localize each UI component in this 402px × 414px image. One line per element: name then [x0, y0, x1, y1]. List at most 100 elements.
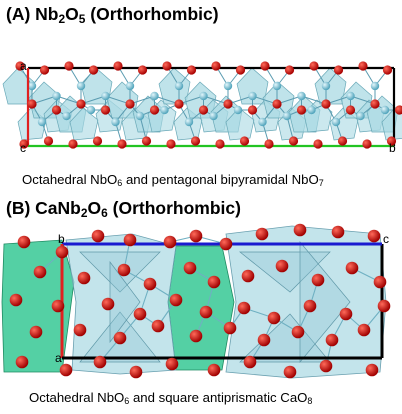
- oxygen-atom: [325, 333, 339, 347]
- niobium-atom: [209, 111, 218, 121]
- oxygen-atom: [283, 365, 297, 379]
- panel-b-formula: CaNb2O6: [35, 198, 108, 220]
- oxygen-atom: [174, 99, 184, 109]
- oxygen-atom: [143, 277, 157, 291]
- oxygen-atom: [43, 136, 54, 146]
- oxygen-atom: [309, 61, 319, 71]
- oxygen-atom: [15, 355, 29, 369]
- panel-a-formula: Nb2O5: [35, 4, 86, 26]
- niobium-atom: [233, 105, 243, 115]
- cao8-antiprism: [167, 245, 235, 371]
- niobium-atom: [356, 111, 365, 121]
- oxygen-atom: [291, 325, 305, 339]
- oxygen-atom: [33, 265, 47, 279]
- niobium-atom: [272, 81, 282, 91]
- oxygen-atom: [91, 229, 105, 243]
- panel-b-letter: (B): [6, 198, 31, 218]
- oxygen-atom: [68, 139, 78, 149]
- niobium-atom: [101, 91, 110, 101]
- oxygen-atom: [19, 139, 29, 149]
- nbo-polyhedra: [2, 67, 402, 141]
- axis-label-b: b: [389, 141, 396, 155]
- oxygen-atom: [73, 323, 87, 337]
- niobium-atom: [27, 81, 37, 91]
- oxygen-atom: [272, 99, 282, 109]
- oxygen-atom: [93, 355, 107, 369]
- niobium-atom: [321, 81, 331, 91]
- oxygen-atom: [29, 325, 43, 339]
- oxygen-atom: [190, 136, 201, 146]
- axis-label-b: b: [58, 232, 65, 246]
- niobium-atom: [370, 81, 380, 91]
- oxygen-atom: [331, 225, 345, 239]
- oxygen-atom: [149, 105, 160, 115]
- oxygen-atom: [386, 136, 397, 146]
- oxygen-atom: [215, 139, 225, 149]
- panel-a-caption: Octahedral NbO6 and pentagonal bipyramid…: [22, 172, 324, 189]
- niobium-atom: [346, 91, 355, 101]
- oxygen-atom: [247, 105, 258, 115]
- oxygen-atom: [367, 229, 381, 243]
- oxygen-atom: [345, 261, 359, 275]
- oxygen-atom: [59, 363, 73, 377]
- oxygen-atom: [51, 105, 62, 115]
- nbo-polyhedron: [381, 107, 402, 141]
- oxygen-atom: [311, 273, 325, 287]
- oxygen-atom: [117, 263, 131, 277]
- niobium-atom: [52, 91, 61, 101]
- oxygen-atom: [382, 65, 393, 75]
- oxygen-atom: [275, 259, 289, 273]
- oxygen-atom: [199, 305, 213, 319]
- oxygen-atom: [9, 293, 23, 307]
- oxygen-atom: [365, 363, 379, 377]
- oxygen-atom: [337, 136, 348, 146]
- niobium-atom: [258, 117, 267, 127]
- niobium-atom: [160, 105, 169, 115]
- oxygen-atoms: [15, 61, 402, 149]
- oxygen-atom: [92, 136, 103, 146]
- oxygen-atom: [151, 319, 165, 333]
- panel-a-phase: (Orthorhombic): [90, 4, 219, 24]
- panel-b-caption: Octahedral NbO6 and square antiprismatic…: [29, 390, 313, 407]
- oxygen-atom: [51, 299, 65, 313]
- oxygen-atom: [333, 65, 344, 75]
- oxygen-atom: [169, 293, 183, 307]
- niobium-atom: [223, 81, 233, 91]
- oxygen-atom: [207, 275, 221, 289]
- nbo6-octahedra: [65, 233, 177, 375]
- oxygen-atom: [198, 105, 209, 115]
- oxygen-atom: [257, 333, 271, 347]
- oxygen-atom: [183, 261, 197, 275]
- oxygen-atom: [394, 105, 402, 115]
- oxygen-atom: [165, 357, 179, 371]
- oxygen-atoms: [9, 223, 391, 379]
- oxygen-atom: [55, 245, 69, 259]
- niobium-atom: [174, 81, 184, 91]
- niobium-atom: [37, 117, 47, 127]
- oxygen-atom: [296, 105, 307, 115]
- oxygen-atom: [162, 61, 172, 71]
- niobium-atom: [331, 117, 341, 127]
- axis-label-a: a: [20, 59, 27, 73]
- oxygen-atom: [303, 299, 317, 313]
- oxygen-atom: [17, 235, 31, 249]
- axis-label-a: a: [55, 351, 62, 365]
- oxygen-atom: [163, 235, 177, 249]
- oxygen-atom: [219, 237, 233, 251]
- oxygen-atom: [117, 139, 127, 149]
- oxygen-atom: [186, 65, 197, 75]
- oxygen-atom: [123, 233, 137, 247]
- oxygen-atom: [319, 359, 333, 373]
- oxygen-atom: [76, 99, 86, 109]
- nbo6-facet: [239, 251, 331, 293]
- panel-b-title: (B) CaNb2O6 (Orthorhombic): [6, 198, 241, 219]
- oxygen-atom: [39, 65, 50, 75]
- oxygen-atom: [235, 65, 246, 75]
- oxygen-atom: [189, 229, 203, 243]
- oxygen-atom: [241, 269, 255, 283]
- oxygen-atom: [133, 307, 147, 321]
- niobium-atom: [86, 105, 96, 115]
- axis-label-c: c: [20, 141, 26, 155]
- niobium-atom: [62, 111, 71, 121]
- oxygen-atom: [321, 99, 331, 109]
